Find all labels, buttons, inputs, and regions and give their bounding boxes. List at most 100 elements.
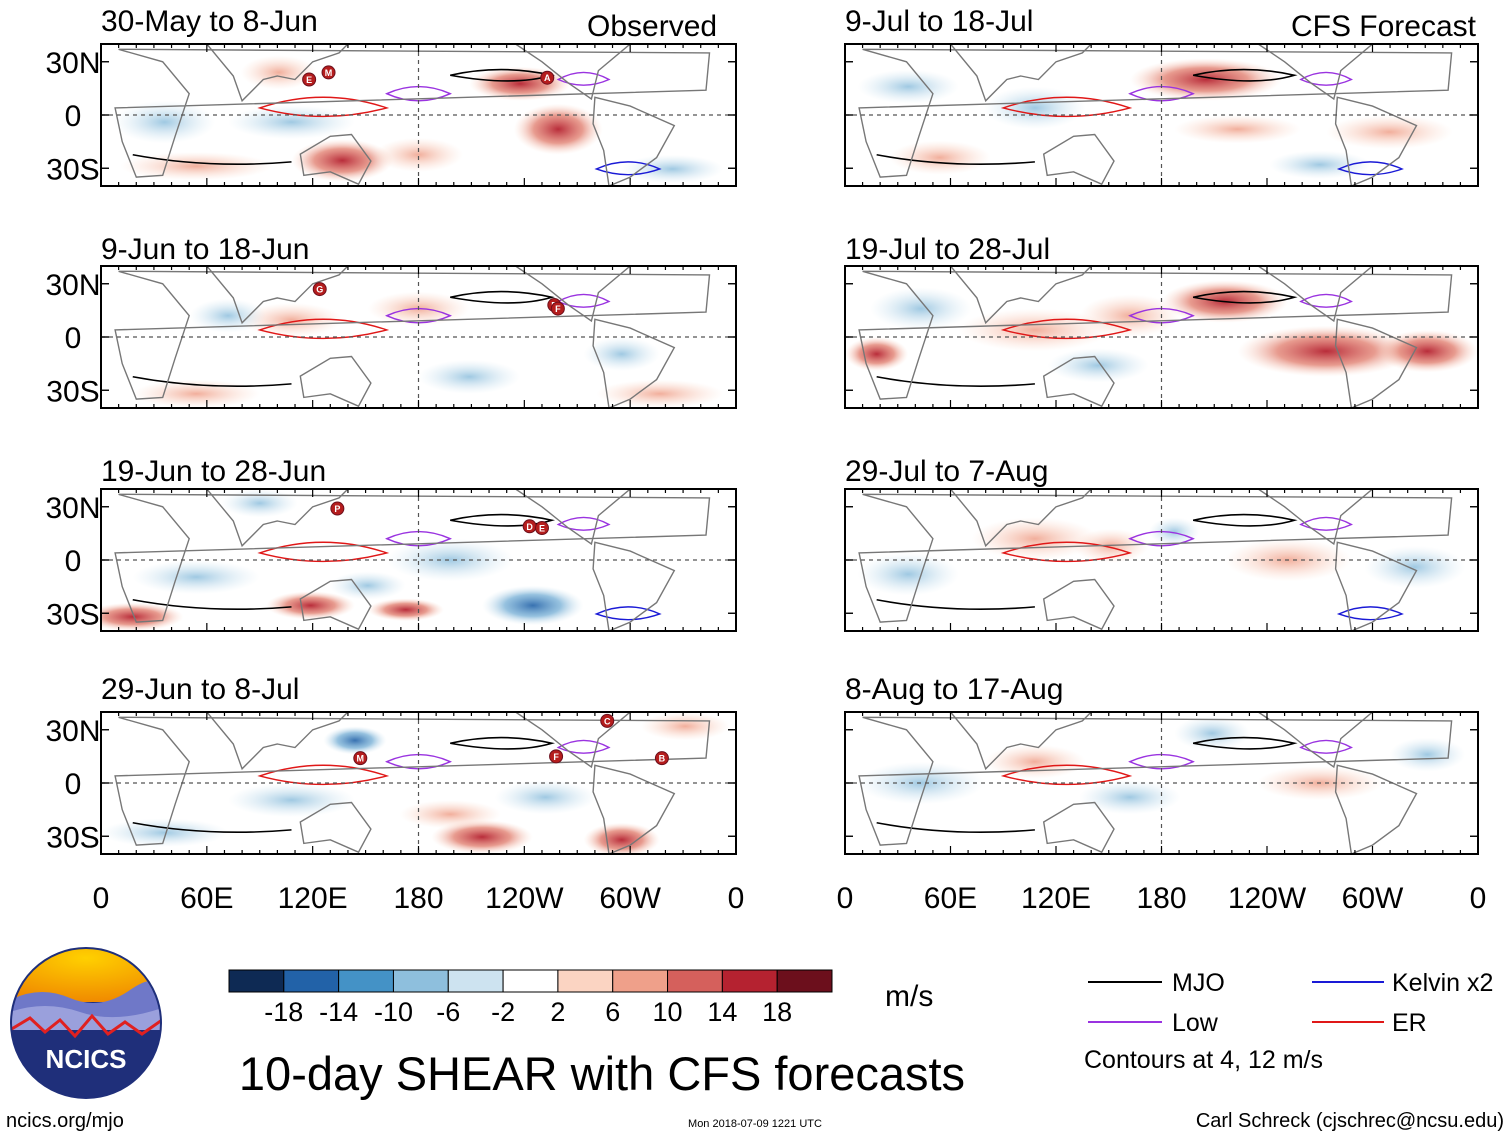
- colorbar-tick-label: 10: [653, 997, 683, 1027]
- lon-tick-label: 180: [1136, 882, 1186, 915]
- kelvin-contour: [594, 161, 662, 176]
- shear-anomaly: [857, 69, 959, 104]
- mjo-contour: [132, 821, 292, 834]
- shear-anomaly: [1129, 58, 1282, 101]
- longitude-axes: 0 60E 120E 180 120W 60W 0 0 60E 120E 180 120W 60W 0: [93, 882, 1487, 915]
- coastline: [114, 716, 711, 846]
- lat-tick-label: 30N: [45, 715, 100, 748]
- er-contour: [257, 764, 390, 786]
- colorbar-swatch: [667, 969, 723, 993]
- observed-header: Observed: [587, 10, 717, 43]
- panel-period-title: 29-Jun to 8-Jul: [101, 673, 299, 706]
- shear-anomaly: [221, 489, 298, 518]
- shear-anomaly: [984, 86, 1086, 130]
- shear-field: C M F B: [101, 712, 736, 854]
- coastline: [514, 266, 632, 323]
- coastline: [114, 493, 711, 623]
- coastline: [858, 493, 1453, 623]
- shear-anomaly: [494, 780, 597, 815]
- mjo-contour: [450, 736, 556, 750]
- coastline: [514, 44, 632, 101]
- panel-period-title: 19-Jul to 28-Jul: [845, 233, 1050, 266]
- storm-label: A: [544, 73, 551, 83]
- storm-marker: G: [312, 282, 327, 297]
- panel-p8: 8-Aug to 17-Aug: [844, 673, 1479, 855]
- lon-tick-label: 0: [1470, 882, 1487, 915]
- colorbar-swatch: [283, 969, 340, 993]
- footer-timestamp: Mon 2018-07-09 1221 UTC: [688, 1118, 822, 1130]
- shear-anomaly: [640, 712, 730, 741]
- colorbar-tick-label: -2: [491, 997, 515, 1027]
- lon-tick-label: 0: [93, 882, 110, 915]
- lat-tick-label: 30S: [46, 375, 99, 408]
- colorbar-swatch: [502, 969, 559, 993]
- legend-low-label: Low: [1172, 1009, 1219, 1037]
- mjo-contour: [876, 375, 1035, 388]
- er-contour: [1000, 318, 1133, 340]
- lat-tick-label: 30S: [46, 153, 99, 186]
- shear-anomaly: [513, 103, 603, 155]
- legend-mjo-label: MJO: [1172, 969, 1225, 997]
- lat-tick-label: 0: [65, 768, 82, 801]
- coastline: [949, 266, 1093, 325]
- storm-marker: E: [302, 72, 317, 87]
- coastline: [1334, 96, 1418, 186]
- coastline: [1256, 489, 1374, 546]
- coastline: [299, 801, 372, 854]
- mjo-contour: [450, 290, 556, 304]
- shear-anomaly: [1237, 325, 1415, 377]
- panel-period-title: 30-May to 8-Jun: [101, 5, 318, 38]
- colorbar-tick-label: 2: [550, 997, 565, 1027]
- coastline: [592, 318, 676, 408]
- coastline: [858, 48, 1453, 178]
- coastline: [205, 266, 349, 325]
- mjo-contour: [132, 375, 292, 388]
- coastline: [1256, 266, 1374, 323]
- storm-label: G: [316, 285, 323, 295]
- lat-tick-label: 30N: [45, 47, 100, 80]
- mjo-contour: [132, 598, 292, 611]
- kelvin-contour: [1336, 606, 1404, 621]
- shear-anomaly: [889, 140, 991, 175]
- lat-tick-label: 0: [65, 545, 82, 578]
- storm-marker: P: [330, 501, 345, 516]
- colorbar-tick-label: -10: [374, 997, 413, 1027]
- lon-tick-label: 120E: [278, 882, 348, 915]
- mjo-contour: [1192, 68, 1298, 82]
- storm-label: P: [334, 504, 340, 514]
- shear-anomaly: [596, 379, 724, 408]
- er-contour: [257, 541, 390, 563]
- panel-p6: 19-Jul to 28-Jul: [844, 233, 1479, 409]
- storm-label: E: [539, 524, 545, 534]
- lat-tick-label: 0: [65, 322, 82, 355]
- shear-anomaly: [101, 818, 228, 847]
- coastline: [1334, 541, 1418, 631]
- er-contour: [1000, 96, 1133, 118]
- panel-period-title: 29-Jul to 7-Aug: [845, 455, 1048, 488]
- mjo-contour: [876, 821, 1035, 834]
- coastline: [949, 44, 1093, 103]
- panel-period-title: 9-Jun to 18-Jun: [101, 233, 309, 266]
- low-contour: [556, 516, 611, 531]
- low-contour: [1299, 739, 1353, 754]
- lon-tick-label: 0: [837, 882, 854, 915]
- shear-anomaly: [1174, 115, 1301, 144]
- shear-anomaly: [984, 744, 1086, 779]
- coastline: [592, 541, 676, 631]
- colorbar: -18 -14 -10 -6 -2 2 6 10 14 18: [228, 969, 833, 1027]
- colorbar-tick-label: -6: [436, 997, 460, 1027]
- lon-tick-label: 180: [393, 882, 443, 915]
- coastline: [858, 270, 1453, 400]
- lon-tick-label: 120E: [1021, 882, 1091, 915]
- coastline: [949, 489, 1093, 548]
- lat-tick-label: 0: [65, 100, 82, 133]
- lat-tick-label: 30S: [46, 598, 99, 631]
- shear-field: [845, 489, 1478, 631]
- shear-anomaly: [228, 783, 355, 818]
- footer-author: Carl Schreck (cjschrec@ncsu.edu): [1196, 1110, 1504, 1132]
- coastline: [1256, 44, 1374, 101]
